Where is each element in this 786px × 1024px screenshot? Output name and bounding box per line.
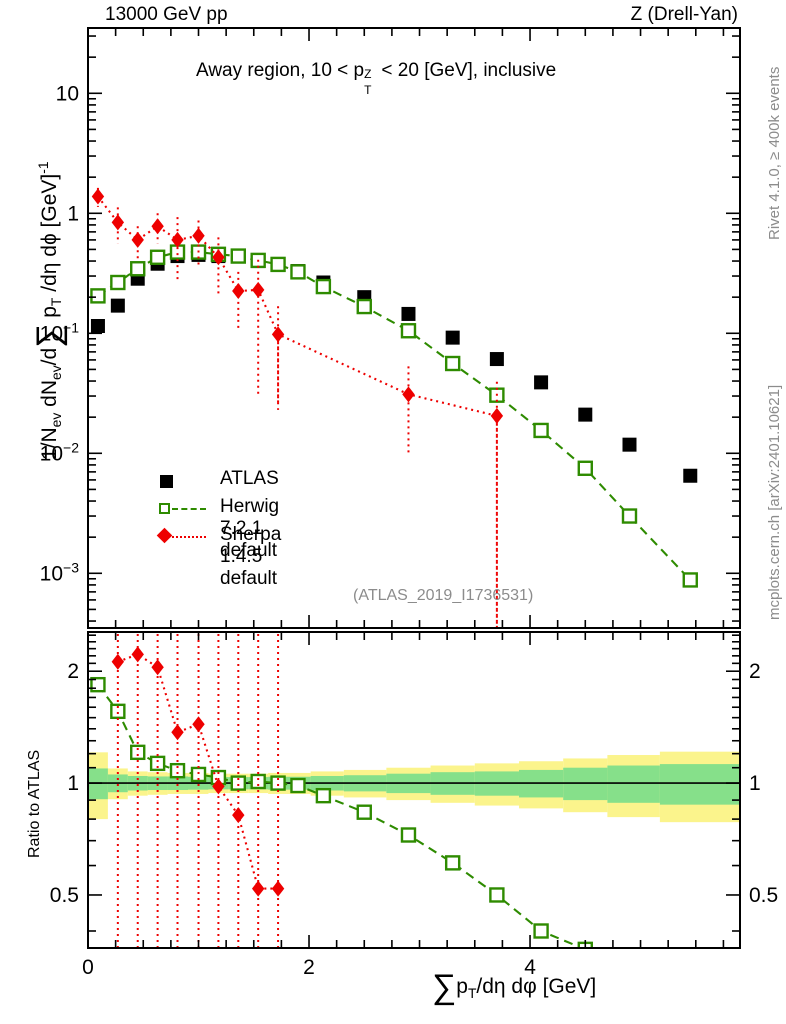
data-point-herwig bbox=[356, 298, 372, 315]
x-axis-label-rest: /dη dφ [GeV] bbox=[476, 975, 597, 998]
ratio-line-herwig bbox=[97, 684, 585, 948]
data-point-herwig bbox=[90, 288, 106, 304]
main-y-tick-label: 10−1 bbox=[40, 319, 80, 345]
ratio-point-sherpa bbox=[131, 646, 144, 663]
header-right: Z (Drell-Yan) bbox=[630, 4, 738, 25]
data-point-herwig bbox=[315, 278, 332, 295]
ratio-y-tick-label-left: 2 bbox=[67, 660, 79, 683]
data-point-herwig bbox=[230, 248, 246, 264]
data-point-herwig bbox=[444, 355, 461, 372]
sum-symbol: ∑ bbox=[432, 968, 457, 1006]
data-point-sherpa bbox=[151, 218, 164, 235]
data-point-atlas bbox=[622, 437, 637, 452]
ratio-point-herwig bbox=[130, 744, 146, 761]
data-point-sherpa bbox=[251, 281, 265, 298]
ratio-y-tick-label-left: 0.5 bbox=[50, 884, 79, 907]
plot-title-prefix: Away region, 10 < p bbox=[196, 60, 365, 81]
data-point-atlas bbox=[489, 352, 504, 367]
data-point-atlas bbox=[534, 375, 549, 390]
ratio-point-herwig bbox=[110, 703, 126, 720]
main-y-tick-label: 10 bbox=[56, 82, 79, 105]
data-point-sherpa bbox=[232, 283, 245, 300]
data-point-atlas bbox=[90, 319, 105, 334]
data-point-herwig bbox=[290, 264, 306, 280]
ratio-y-tick-label-left: 1 bbox=[67, 772, 79, 795]
x-axis-label-p: p bbox=[456, 975, 468, 998]
ratio-point-sherpa bbox=[212, 778, 225, 795]
x-tick-label: 0 bbox=[82, 956, 94, 979]
legend-label-sherpa: Sherpa 1.4.5 default bbox=[220, 524, 282, 589]
data-point-herwig bbox=[110, 274, 126, 291]
data-point-sherpa bbox=[91, 188, 105, 205]
ratio-point-herwig bbox=[169, 762, 186, 779]
data-point-herwig bbox=[682, 572, 698, 588]
x-axis-label-sub: T bbox=[467, 985, 477, 1002]
data-point-atlas bbox=[683, 468, 698, 483]
x-tick-label: 4 bbox=[524, 956, 536, 979]
data-point-atlas bbox=[578, 407, 593, 422]
ratio-point-herwig bbox=[290, 777, 306, 794]
main-panel-frame bbox=[87, 27, 741, 629]
data-point-sherpa bbox=[111, 214, 125, 231]
data-point-atlas bbox=[401, 306, 416, 321]
filled-square-icon bbox=[160, 475, 173, 488]
ratio-point-sherpa bbox=[271, 880, 285, 897]
ratio-y-tick-label-right: 1 bbox=[749, 772, 761, 795]
ratio-panel-frame bbox=[87, 631, 741, 949]
ratio-point-sherpa bbox=[171, 724, 184, 741]
legend-label-atlas: ATLAS bbox=[220, 468, 279, 489]
band-segment bbox=[607, 765, 660, 803]
header-left: 13000 GeV pp bbox=[105, 4, 228, 25]
ratio-point-herwig bbox=[270, 775, 286, 791]
band-segment bbox=[659, 764, 740, 805]
ratio-point-herwig bbox=[489, 887, 505, 903]
data-point-herwig bbox=[149, 249, 166, 265]
dotted-line-icon bbox=[172, 536, 206, 538]
data-point-sherpa bbox=[171, 231, 184, 248]
band-segment bbox=[563, 767, 608, 801]
series-line-herwig bbox=[97, 251, 692, 581]
open-square-icon bbox=[159, 503, 170, 514]
ratio-point-sherpa bbox=[111, 653, 125, 670]
watermark: (ATLAS_2019_I1736531) bbox=[353, 587, 534, 604]
ratio-point-herwig bbox=[356, 804, 372, 820]
plot-title-superscript: Z bbox=[364, 67, 372, 81]
x-axis-label: ∑pT/dη dφ [GeV] bbox=[432, 968, 596, 1007]
data-point-sherpa bbox=[131, 231, 144, 248]
ratio-point-herwig bbox=[533, 923, 549, 939]
ratio-y-tick-label-right: 2 bbox=[749, 660, 761, 683]
plot-title-subscript: T bbox=[364, 83, 372, 97]
ratio-point-sherpa bbox=[151, 659, 164, 676]
ratio-point-herwig bbox=[149, 755, 166, 772]
ratio-y-tick-label-right: 0.5 bbox=[749, 884, 778, 907]
plot-title: Away region, 10 < p Z T < 20 [GeV], incl… bbox=[196, 60, 557, 97]
main-y-tick-label: 10−2 bbox=[40, 439, 80, 465]
data-point-herwig bbox=[533, 422, 549, 439]
ratio-point-sherpa bbox=[251, 880, 265, 897]
x-tick-label: 2 bbox=[303, 956, 315, 979]
plot-title-suffix: < 20 [GeV], inclusive bbox=[376, 60, 557, 81]
data-point-herwig bbox=[400, 323, 417, 339]
data-point-herwig bbox=[621, 508, 638, 524]
data-point-herwig bbox=[270, 256, 286, 273]
ratio-point-herwig bbox=[315, 787, 332, 804]
data-point-atlas bbox=[445, 330, 460, 345]
ratio-point-herwig bbox=[444, 855, 461, 871]
main-y-tick-label: 1 bbox=[67, 202, 79, 225]
ratio-point-herwig bbox=[400, 827, 417, 843]
dashed-line-icon bbox=[172, 508, 206, 510]
main-y-tick-label: 10−3 bbox=[40, 559, 80, 585]
data-point-sherpa bbox=[402, 386, 415, 403]
data-point-atlas bbox=[110, 298, 125, 313]
data-point-herwig bbox=[577, 460, 593, 476]
data-point-sherpa bbox=[212, 249, 225, 266]
data-point-herwig bbox=[130, 261, 146, 277]
ratio-point-herwig bbox=[250, 773, 266, 790]
ratio-point-herwig bbox=[230, 775, 246, 791]
data-point-sherpa bbox=[192, 227, 205, 244]
legend-label-herwig: Herwig 7.2.1 default bbox=[220, 496, 280, 561]
